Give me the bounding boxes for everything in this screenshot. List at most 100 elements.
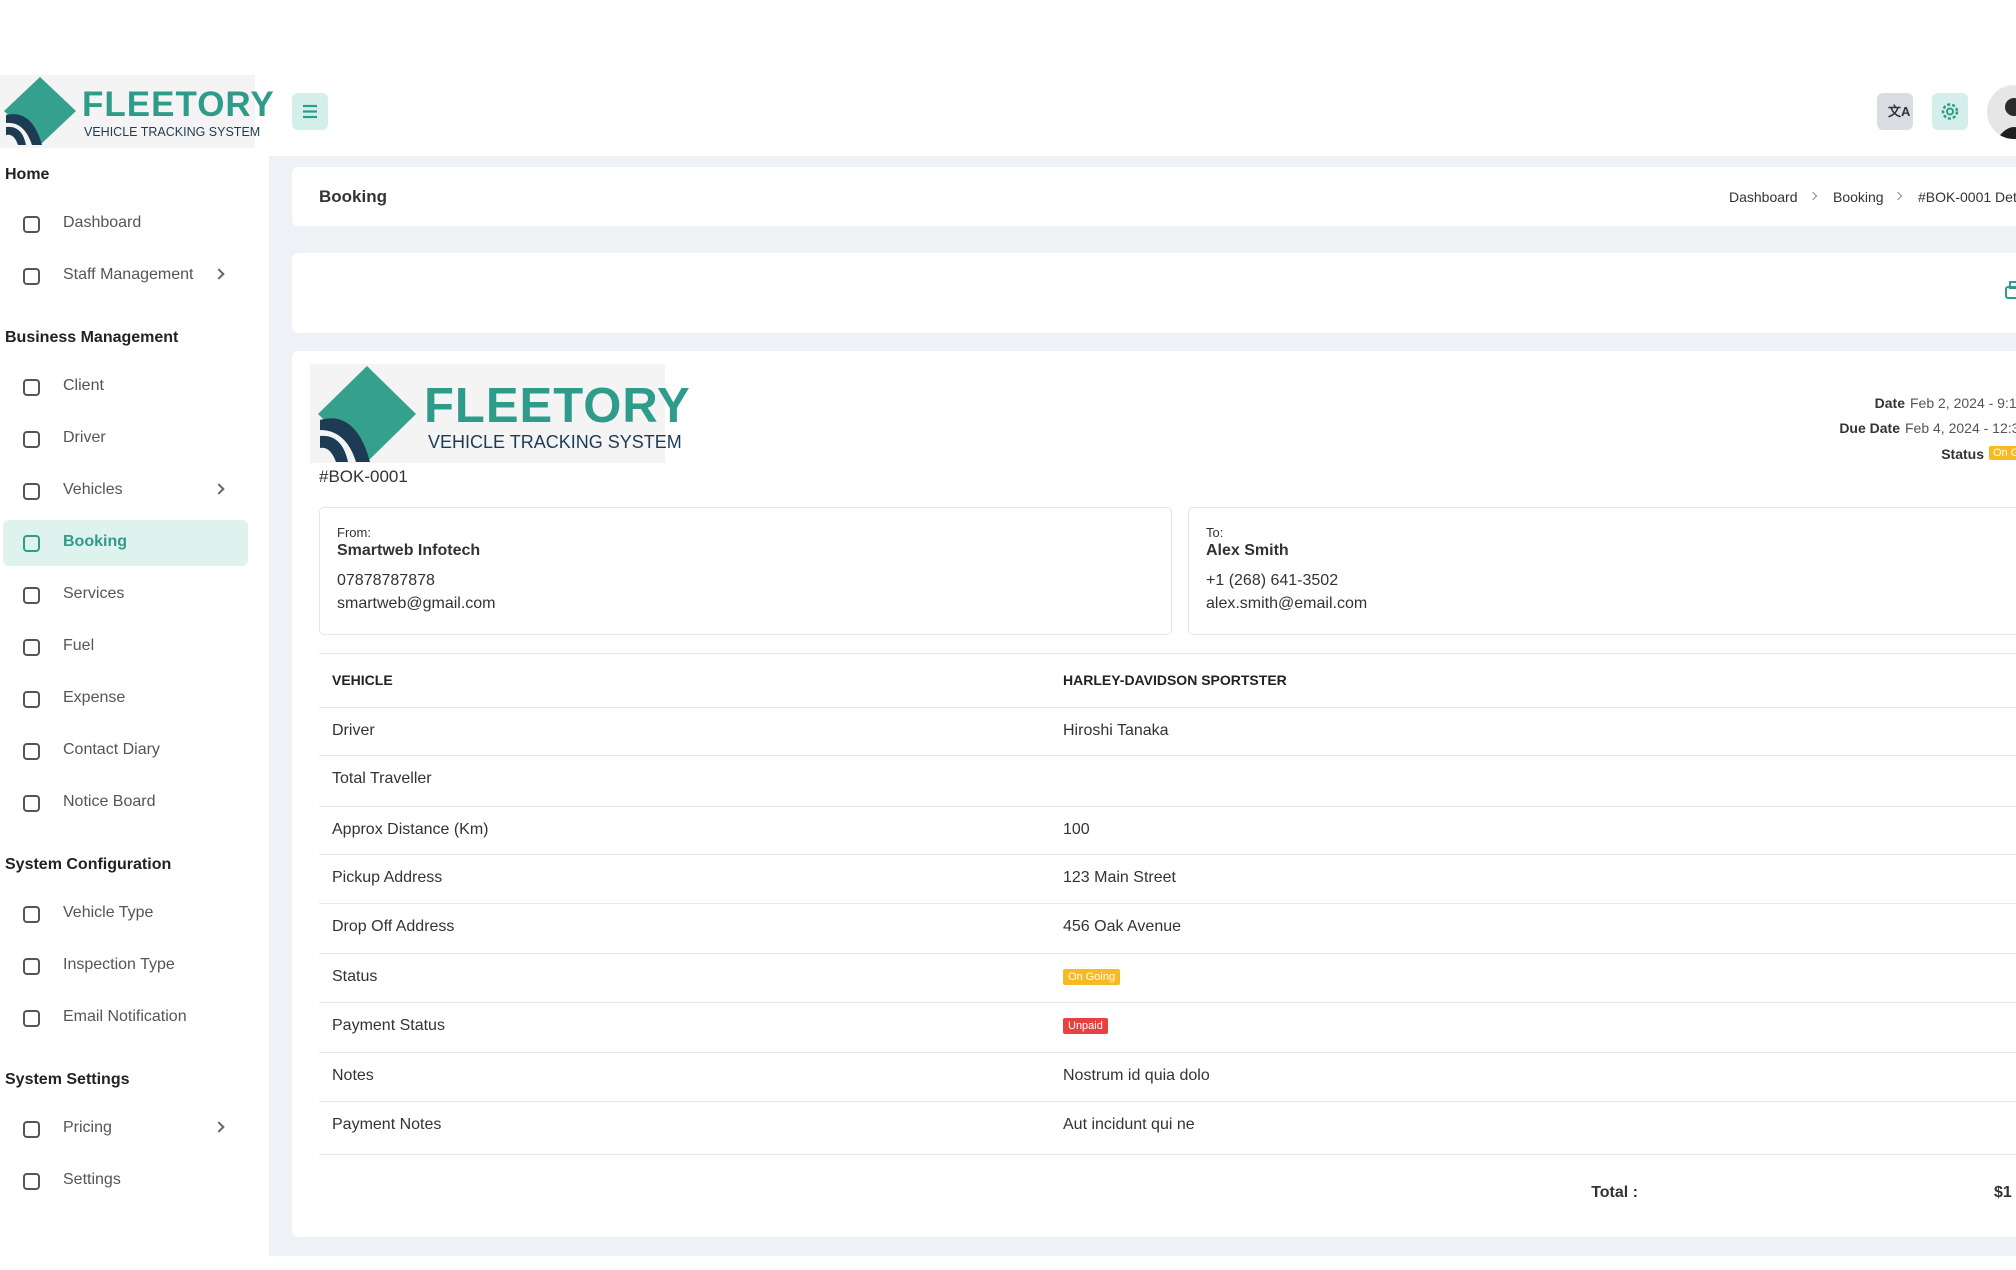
menu-item[interactable]: Vehicles <box>63 481 123 498</box>
section-title: Business Management <box>5 329 179 346</box>
invoice-logo: FLEETORY VEHICLE TRACKING SYSTEM <box>310 364 690 463</box>
row-label: Payment Status <box>332 1017 445 1034</box>
menu-item[interactable]: Staff Management <box>63 266 194 283</box>
avatar[interactable] <box>1987 85 2016 139</box>
menu-item[interactable]: Expense <box>63 689 126 706</box>
menu-icon <box>23 691 40 708</box>
print-button[interactable] <box>2002 278 2016 308</box>
submenu-chevron <box>213 483 225 495</box>
menu-item[interactable]: Pricing <box>63 1119 112 1136</box>
active-item-bg <box>3 520 248 566</box>
invoice-number: #BOK-0001 <box>319 467 408 486</box>
meta-value: Feb 4, 2024 - 12:34 <box>1905 420 2016 436</box>
section-title: Home <box>5 166 50 183</box>
breadcrumb-sep <box>1808 191 1818 201</box>
submenu-chevron <box>213 1121 225 1133</box>
menu-icon <box>23 379 40 396</box>
menu-icon <box>23 535 40 552</box>
table-header: HARLEY-DAVIDSON SPORTSTER <box>1063 672 1287 688</box>
menu-icon <box>23 1173 40 1190</box>
invoice-card: FLEETORY VEHICLE TRACKING SYSTEM #BOK-00… <box>292 351 2016 1237</box>
svg-text:文A: 文A <box>1888 104 1911 119</box>
breadcrumb-sep <box>1893 191 1903 201</box>
menu-icon <box>23 216 40 233</box>
row-badge: Unpaid <box>1063 1018 1108 1034</box>
logo-name: FLEETORY <box>82 85 275 124</box>
from-phone: 07878787878 <box>337 572 435 589</box>
row-divider <box>319 755 2016 756</box>
menu-item[interactable]: Services <box>63 585 125 602</box>
breadcrumb-item[interactable]: Booking <box>1833 189 1884 205</box>
row-divider <box>319 953 2016 954</box>
sidebar-logo[interactable]: FLEETORY VEHICLE TRACKING SYSTEM <box>0 75 274 148</box>
to-label: To: <box>1206 525 1224 540</box>
meta-label: Due Date <box>1839 420 1900 436</box>
meta-value: Feb 2, 2024 - 9:15 <box>1910 395 2016 411</box>
from-label: From: <box>337 525 371 540</box>
to-email: alex.smith@email.com <box>1206 595 1368 612</box>
menu-icon <box>23 639 40 656</box>
logo-name: FLEETORY <box>424 379 691 433</box>
menu-icon <box>23 958 40 975</box>
row-label: Pickup Address <box>332 869 443 886</box>
avatar-image <box>1997 98 2016 139</box>
menu-item[interactable]: Contact Diary <box>63 741 160 758</box>
table-header: VEHICLE <box>332 672 393 688</box>
from-box: From: Smartweb Infotech 07878787878 smar… <box>319 507 1172 635</box>
menu-item[interactable]: Booking <box>63 533 127 550</box>
meta-label: Date <box>1874 395 1905 411</box>
row-divider <box>319 806 2016 807</box>
menu-toggle[interactable] <box>292 93 328 130</box>
language-button[interactable]: 文A <box>1877 93 1913 130</box>
submenu-chevron <box>213 268 225 280</box>
to-name: Alex Smith <box>1206 542 1289 559</box>
menu-item[interactable]: Client <box>63 377 104 394</box>
menu-icon <box>23 743 40 760</box>
menu-item[interactable]: Vehicle Type <box>63 904 154 921</box>
logo-tagline: VEHICLE TRACKING SYSTEM <box>428 432 682 452</box>
row-label: Status <box>332 968 378 985</box>
menu-icon <box>23 268 40 285</box>
total-value: $1 <box>1994 1184 2012 1201</box>
breadcrumb-item[interactable]: Dashboard <box>1729 189 1798 205</box>
from-name: Smartweb Infotech <box>337 542 481 559</box>
row-divider <box>319 1101 2016 1102</box>
status-badge: On Going <box>1989 446 2016 460</box>
logo-mark <box>318 366 416 462</box>
page-title: Booking <box>319 187 387 206</box>
menu-item[interactable]: Fuel <box>63 637 95 654</box>
menu-item[interactable]: Inspection Type <box>63 956 175 973</box>
menu-icon <box>23 587 40 604</box>
menu-item[interactable]: Settings <box>63 1171 121 1188</box>
row-value: Hiroshi Tanaka <box>1063 722 1169 739</box>
logo-mark <box>4 77 76 145</box>
breadcrumb-item: #BOK-0001 Det <box>1918 189 2016 205</box>
row-divider <box>319 854 2016 855</box>
menu-item[interactable]: Email Notification <box>63 1008 187 1025</box>
table-bottom-line <box>319 1154 2016 1155</box>
row-divider <box>319 1052 2016 1053</box>
menu-item[interactable]: Dashboard <box>63 214 142 231</box>
row-value: 100 <box>1063 821 1090 838</box>
row-divider <box>319 1002 2016 1003</box>
row-badge: On Going <box>1063 969 1121 985</box>
section-title: System Configuration <box>5 856 172 873</box>
menu-item[interactable]: Driver <box>63 429 106 446</box>
action-card <box>292 253 2016 333</box>
logo-tagline: VEHICLE TRACKING SYSTEM <box>84 125 261 139</box>
menu-icon <box>23 431 40 448</box>
row-value: 123 Main Street <box>1063 869 1176 886</box>
settings-button[interactable] <box>1932 93 1968 130</box>
menu-icon <box>23 906 40 923</box>
row-label: Total Traveller <box>332 770 432 787</box>
to-phone: +1 (268) 641-3502 <box>1206 572 1339 589</box>
meta-label: Status <box>1941 446 1984 462</box>
row-divider <box>319 707 2016 708</box>
translate-icon: 文A <box>1888 104 1911 119</box>
gear-icon <box>1941 103 1959 120</box>
menu-icon <box>23 483 40 500</box>
row-label: Driver <box>332 722 375 739</box>
hamburger-icon <box>303 104 317 119</box>
menu-item[interactable]: Notice Board <box>63 793 156 810</box>
